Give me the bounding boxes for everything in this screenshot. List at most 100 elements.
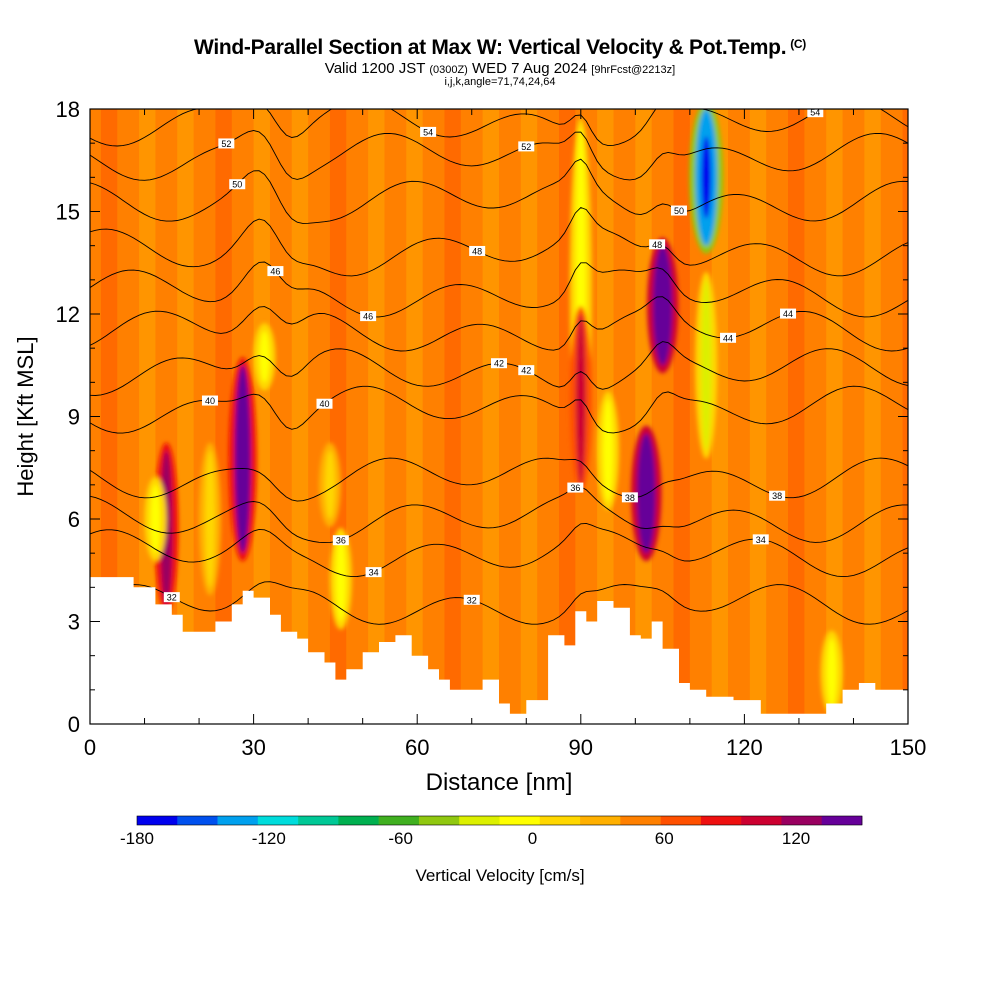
plot-area: 32 32 34 34 36 36 38 38 40 40 42 42 44 44 46 46 48 48 50 50… — [90, 108, 908, 724]
y-axis-label: Height [Kft MSL] — [13, 336, 38, 496]
theta-label-bg — [670, 205, 687, 216]
velocity-cells — [144, 109, 843, 715]
field-stripe — [826, 109, 843, 724]
colorbar-swatch — [821, 816, 863, 825]
theta-label-bg — [365, 567, 382, 578]
colorbar-swatch — [257, 816, 299, 825]
theta-label-bg — [518, 365, 535, 376]
colorbar-swatch — [620, 816, 661, 825]
theta-label: 38 — [772, 491, 782, 501]
colorbar-swatch — [499, 816, 541, 825]
theta-label: 54 — [423, 127, 433, 137]
theta-label: 52 — [221, 139, 231, 149]
theta-label-bg — [201, 395, 218, 406]
colorbar-swatch — [338, 816, 379, 825]
velocity-cell-core — [701, 136, 712, 219]
theta-label-bg — [649, 239, 666, 250]
velocity-cell — [603, 399, 614, 502]
velocity-cell — [150, 484, 161, 554]
theta-label-bg — [267, 266, 284, 277]
field-stripe — [749, 109, 767, 724]
theta-label: 42 — [521, 366, 531, 376]
x-tick-label: 30 — [241, 735, 265, 760]
y-tick-label: 0 — [68, 712, 80, 737]
colorbar-swatch — [217, 816, 259, 825]
theta-contour-line — [90, 109, 908, 147]
field-stripe — [788, 109, 805, 724]
colorbar-swatch — [418, 816, 460, 825]
y-tick-label: 12 — [56, 302, 80, 327]
velocity-cell — [234, 365, 251, 554]
theta-contour-line — [90, 206, 908, 277]
colorbar-frame — [136, 815, 863, 826]
field-stripe — [215, 109, 232, 724]
theta-label-bg — [420, 126, 437, 137]
colorbar-swatch — [298, 816, 339, 825]
x-tick-label: 60 — [405, 735, 429, 760]
field-stripe — [329, 109, 347, 724]
field-stripe — [444, 109, 461, 724]
colorbar-tick-label: 60 — [655, 829, 674, 848]
theta-label: 44 — [723, 333, 733, 343]
y-tick-label: 6 — [68, 507, 80, 532]
theta-label-bg — [218, 138, 235, 149]
theta-contour-line — [90, 486, 908, 544]
title-text: Wind-Parallel Section at Max W: Vertical… — [194, 36, 787, 59]
colorbar-swatch — [741, 816, 782, 825]
y-tick-label: 18 — [56, 97, 80, 122]
colorbar-swatch — [459, 816, 500, 825]
chart-title: Wind-Parallel Section at Max W: Vertical… — [0, 36, 1000, 60]
colorbar-swatch — [700, 816, 742, 825]
x-tick-label: 120 — [726, 735, 763, 760]
y-tick-label: 3 — [68, 610, 80, 635]
velocity-cell — [701, 279, 712, 451]
field-stripe — [864, 109, 881, 724]
field-stripe — [406, 109, 423, 724]
theta-label: 40 — [319, 399, 329, 409]
colorbar-swatch — [660, 816, 702, 825]
colorbar-label: Vertical Velocity [cm/s] — [415, 866, 584, 885]
field-stripe — [139, 109, 156, 724]
theta-contour-line — [90, 296, 908, 352]
x-axis-label: Distance [nm] — [426, 769, 573, 796]
theta-label-bg — [469, 245, 486, 256]
theta-label: 54 — [810, 108, 820, 118]
x-tick-label: 150 — [890, 735, 927, 760]
colorbar-tick-label: 120 — [782, 829, 810, 848]
field-stripe — [291, 109, 309, 724]
theta-label: 48 — [652, 240, 662, 250]
velocity-cell — [324, 450, 335, 519]
theta-label-bg — [752, 534, 769, 545]
field-stripe — [673, 109, 690, 724]
theta-label-bg — [720, 332, 737, 343]
theta-label: 50 — [674, 206, 684, 216]
theta-contour-line — [90, 522, 908, 578]
theta-contour-line — [90, 261, 908, 318]
velocity-cell — [826, 638, 837, 707]
colorbar-swatch — [580, 816, 621, 825]
colorbar-tick-label: -120 — [252, 829, 286, 848]
velocity-cell — [335, 536, 346, 622]
y-tick-label: 15 — [56, 200, 80, 225]
theta-label-bg — [780, 308, 797, 319]
velocity-cell — [160, 450, 173, 605]
valid-utc: (0300Z) — [429, 64, 468, 76]
theta-label: 40 — [205, 396, 215, 406]
theta-label-bg — [491, 358, 507, 369]
field-stripe — [482, 109, 499, 724]
theta-label: 44 — [783, 309, 793, 319]
theta-label: 34 — [369, 568, 379, 578]
theta-label: 36 — [336, 536, 346, 546]
colorbar-tick-label: -60 — [388, 829, 413, 848]
colorbar-tick-label: 0 — [528, 829, 537, 848]
theta-label: 46 — [270, 267, 280, 277]
colorbar-tick-label: -180 — [120, 829, 154, 848]
theta-label: 38 — [625, 493, 635, 503]
theta-label: 32 — [467, 595, 477, 605]
colorbar-swatch — [177, 816, 218, 825]
theta-label-bg — [229, 179, 246, 190]
theta-contour-line — [90, 158, 908, 224]
theta-label-bg — [163, 592, 180, 603]
velocity-cell-core — [658, 269, 667, 342]
